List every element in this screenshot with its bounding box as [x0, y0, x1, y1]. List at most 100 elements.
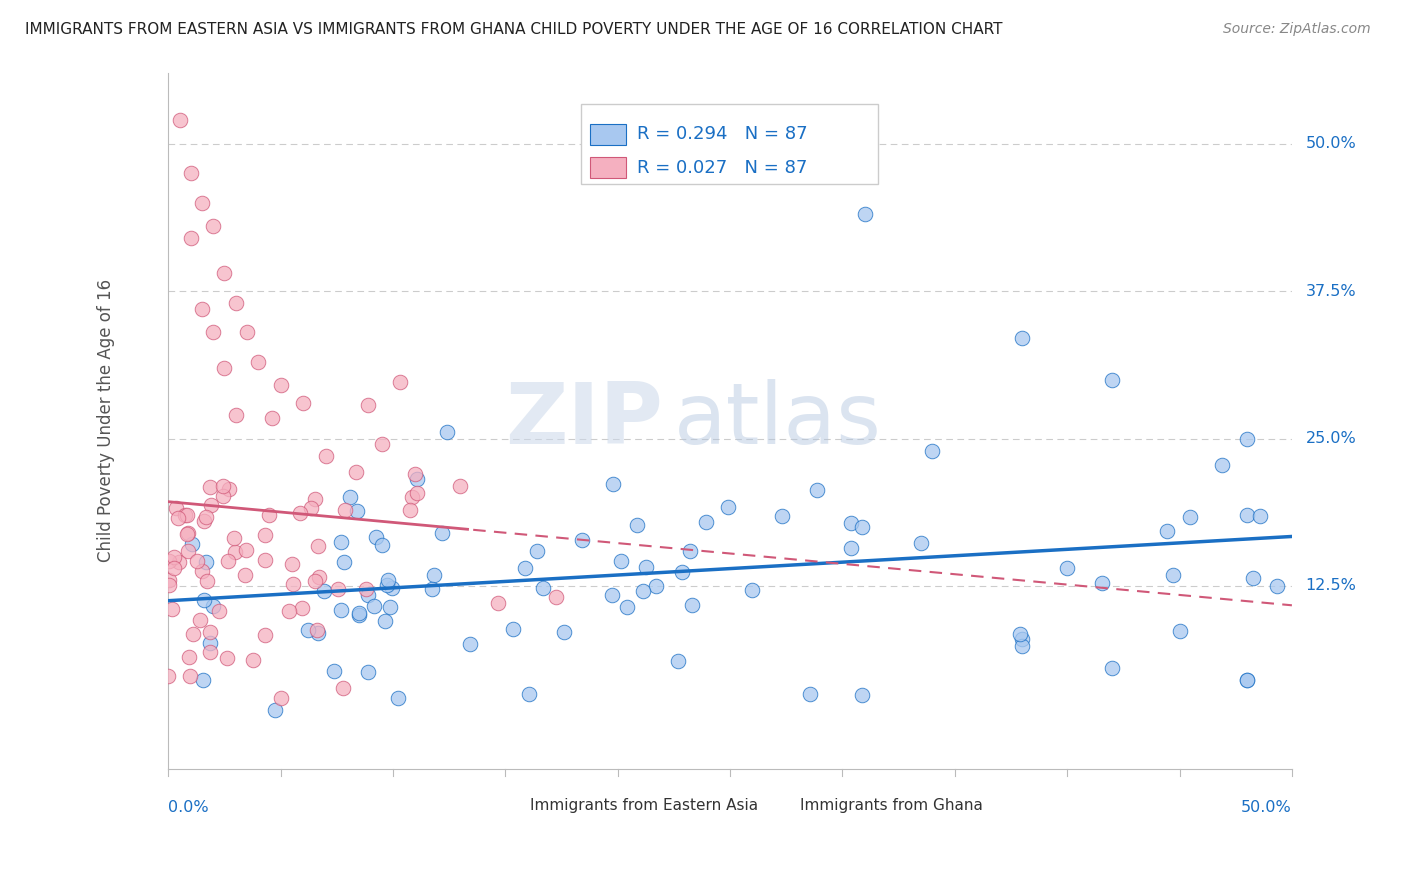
Point — [315, 449, 337, 463]
Text: 37.5%: 37.5% — [1305, 284, 1355, 299]
Point — [195, 574, 218, 588]
Point — [218, 483, 240, 497]
Point — [242, 652, 264, 666]
Text: 50.0%: 50.0% — [1305, 136, 1357, 152]
Point — [288, 506, 311, 520]
Point — [212, 479, 235, 493]
Point — [236, 326, 259, 340]
Point — [401, 490, 423, 504]
Point — [186, 554, 208, 568]
Point — [180, 231, 202, 245]
Point — [526, 544, 548, 558]
Text: ZIP: ZIP — [505, 379, 662, 462]
Point — [207, 604, 229, 618]
Point — [1265, 579, 1288, 593]
Text: 0.0%: 0.0% — [169, 800, 209, 815]
Point — [225, 296, 247, 310]
Point — [374, 615, 396, 629]
Point — [406, 472, 429, 486]
Point — [671, 566, 693, 580]
Point — [169, 555, 191, 569]
Point — [217, 651, 239, 665]
Point — [851, 688, 873, 702]
Point — [1236, 673, 1258, 688]
Point — [531, 581, 554, 595]
Point — [254, 553, 277, 567]
Point — [679, 544, 702, 558]
Point — [1249, 509, 1271, 524]
Point — [322, 664, 344, 678]
Point — [157, 573, 180, 587]
Point — [513, 561, 536, 575]
Point — [851, 520, 873, 534]
Point — [1236, 673, 1258, 688]
Point — [853, 207, 876, 221]
Point — [839, 516, 862, 531]
Point — [389, 375, 412, 389]
Point — [224, 545, 246, 559]
Point — [270, 378, 292, 392]
Point — [364, 530, 387, 544]
Point — [399, 502, 422, 516]
Point — [1241, 571, 1264, 585]
Point — [202, 326, 225, 340]
Text: 50.0%: 50.0% — [1241, 800, 1292, 815]
Point — [1168, 624, 1191, 638]
Point — [180, 537, 202, 551]
Point — [225, 408, 247, 422]
Point — [177, 543, 200, 558]
Point — [377, 573, 399, 587]
Bar — [758, 796, 792, 815]
Point — [299, 500, 322, 515]
Point — [270, 691, 292, 706]
Text: R = 0.027   N = 87: R = 0.027 N = 87 — [637, 159, 807, 177]
Text: Immigrants from Ghana: Immigrants from Ghana — [800, 798, 983, 813]
Point — [422, 568, 444, 582]
Point — [202, 219, 225, 234]
Point — [806, 483, 828, 497]
Point — [553, 625, 575, 640]
Point — [224, 531, 246, 545]
Point — [1101, 661, 1123, 675]
Point — [741, 582, 763, 597]
Point — [349, 608, 371, 623]
Point — [326, 582, 349, 597]
Point — [681, 599, 703, 613]
Point — [160, 601, 183, 615]
Point — [177, 525, 200, 540]
Point — [458, 637, 481, 651]
Point — [292, 396, 315, 410]
Point — [159, 578, 181, 592]
Point — [177, 650, 200, 665]
Point — [297, 623, 319, 637]
Point — [626, 517, 648, 532]
Point — [200, 636, 222, 650]
Point — [544, 591, 567, 605]
Point — [377, 577, 399, 591]
Point — [333, 503, 356, 517]
Point — [304, 574, 326, 588]
Point — [406, 486, 429, 500]
Point — [449, 478, 471, 492]
Point — [602, 477, 624, 491]
Text: 12.5%: 12.5% — [1305, 578, 1357, 593]
Point — [198, 480, 221, 494]
Point — [166, 511, 188, 525]
Point — [695, 515, 717, 529]
Point — [193, 593, 215, 607]
Point — [486, 596, 509, 610]
Point — [214, 360, 236, 375]
Point — [371, 538, 394, 552]
Point — [194, 555, 217, 569]
Point — [354, 582, 377, 596]
Point — [304, 492, 326, 507]
Point — [381, 582, 404, 596]
Point — [363, 599, 385, 613]
Point — [305, 624, 328, 638]
Bar — [589, 124, 626, 145]
Point — [191, 301, 214, 316]
Point — [839, 541, 862, 555]
Point — [380, 599, 402, 614]
Point — [357, 398, 380, 412]
Point — [616, 600, 638, 615]
